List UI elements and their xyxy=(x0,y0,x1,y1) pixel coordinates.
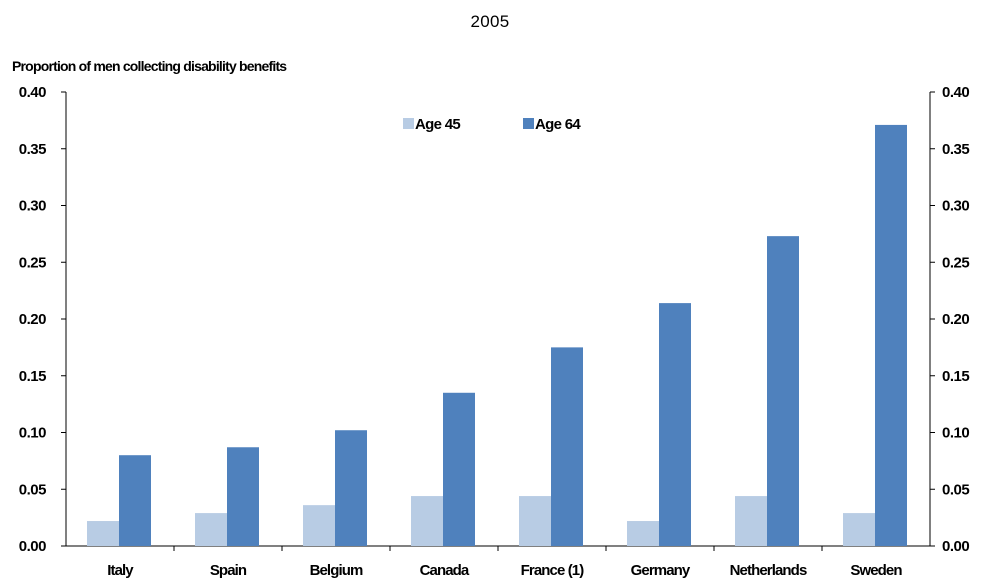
y-tick-label-right: 0.25 xyxy=(942,254,969,271)
x-tick-label: Canada xyxy=(420,562,470,579)
x-tick-label: Belgium xyxy=(310,562,363,579)
y-tick-label-right: 0.35 xyxy=(942,141,969,158)
y-tick-label-right: 0.15 xyxy=(942,368,969,385)
y-tick-label-left: 0.15 xyxy=(19,368,46,385)
bar-age-45-belgium xyxy=(303,505,335,546)
y-tick-label-right: 0.30 xyxy=(942,198,969,215)
y-tick-label-left: 0.10 xyxy=(19,425,46,442)
y-tick-label-right: 0.20 xyxy=(942,311,969,328)
tick-labels: 0.00 0.00 0.05 0.05 0.10 0.10 0.15 0.15 0.20 0.20… xyxy=(19,84,970,579)
bar-age-64-belgium xyxy=(335,430,367,546)
bar-age-45-italy xyxy=(87,521,119,546)
y-tick-label-left: 0.35 xyxy=(19,141,46,158)
bar-age-45-france-1 xyxy=(519,496,551,546)
legend-label: Age 45 xyxy=(415,116,460,133)
y-tick-label-left: 0.20 xyxy=(19,311,46,328)
x-tick-label: Italy xyxy=(107,562,134,579)
legend: Age 45 Age 64 xyxy=(403,116,582,133)
y-tick-label-right: 0.00 xyxy=(942,538,969,555)
bar-age-45-spain xyxy=(195,513,227,546)
bar-age-64-sweden xyxy=(875,124,907,546)
bar-age-45-germany xyxy=(627,521,659,546)
bars xyxy=(87,124,907,546)
axes xyxy=(61,91,935,551)
bar-age-64-netherlands xyxy=(767,236,799,546)
y-tick-label-right: 0.10 xyxy=(942,425,969,442)
x-tick-label: Netherlands xyxy=(730,562,807,579)
y-tick-label-left: 0.25 xyxy=(19,254,46,271)
bar-age-45-sweden xyxy=(843,513,875,546)
bar-age-64-spain xyxy=(227,447,259,546)
chart-title: 2005 xyxy=(470,12,509,31)
legend-label: Age 64 xyxy=(535,116,581,133)
x-tick-label: France (1) xyxy=(521,562,585,579)
bar-age-45-canada xyxy=(411,496,443,546)
x-tick-label: Sweden xyxy=(850,562,902,579)
x-tick-label: Germany xyxy=(631,562,691,579)
bar-age-45-netherlands xyxy=(735,496,767,546)
bar-age-64-france-1 xyxy=(551,347,583,546)
bar-age-64-germany xyxy=(659,303,691,546)
bar-age-64-italy xyxy=(119,455,151,546)
y-tick-label-right: 0.40 xyxy=(942,84,969,101)
legend-swatch xyxy=(523,118,534,129)
bar-age-64-canada xyxy=(443,392,475,546)
legend-swatch xyxy=(403,118,414,129)
y-tick-label-left: 0.00 xyxy=(19,538,46,555)
y-tick-label-right: 0.05 xyxy=(942,481,969,498)
x-tick-label: Spain xyxy=(210,562,247,579)
y-axis-label: Proportion of men collecting disability … xyxy=(12,58,287,74)
y-tick-label-left: 0.40 xyxy=(19,84,46,101)
y-tick-label-left: 0.05 xyxy=(19,481,46,498)
y-tick-label-left: 0.30 xyxy=(19,198,46,215)
